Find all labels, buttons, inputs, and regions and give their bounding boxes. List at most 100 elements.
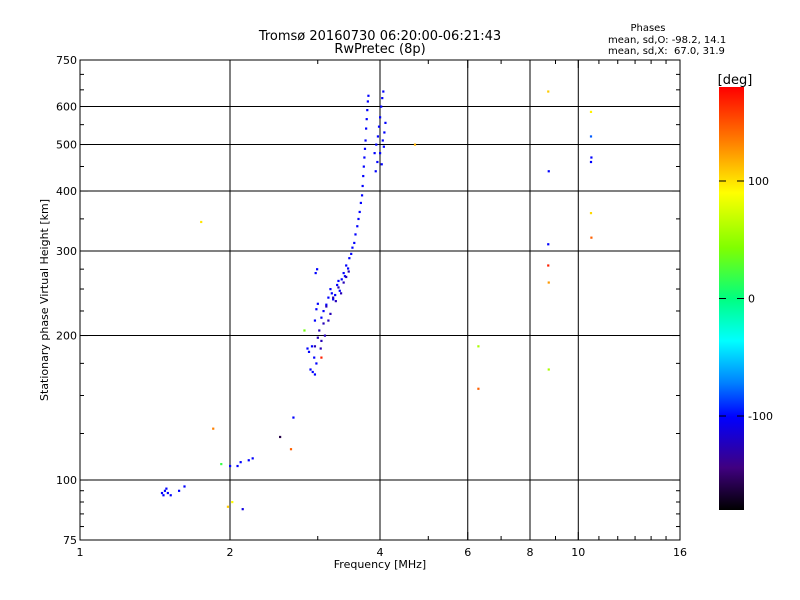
o-trace-point [329,288,332,291]
y-tick-label: 300 [56,245,77,258]
o-trace-point [316,268,319,271]
o-trace-point [247,459,250,462]
o-trace-point [380,163,383,166]
o-trace-point [381,97,384,100]
o-trace-point [366,100,369,103]
o-trace-point [163,489,167,492]
o-trace-point [547,170,550,173]
x-trace-point [327,319,330,322]
o-trace-point [376,160,379,164]
x-trace-point [313,345,317,348]
scattered-point [590,236,593,239]
o-trace-point [313,373,317,376]
o-trace-point [332,298,335,301]
scattered-point [547,90,550,93]
x-trace-point [323,334,327,337]
y-tick-label: 500 [56,139,77,152]
scattered-point [231,500,234,504]
o-trace-point [183,485,186,488]
x-trace-point [347,270,350,273]
o-trace-point [337,279,340,283]
colorbar-label: [deg] [718,73,753,88]
scattered-point [589,135,593,138]
y-tick-label: 200 [56,330,77,343]
y-tick-label: 100 [56,474,77,487]
scattered-point [226,505,230,508]
o-trace-point [367,94,370,97]
scattered-point [589,212,593,215]
o-trace-point [236,464,239,468]
scattered-point [547,281,550,284]
o-trace-point [589,160,593,164]
o-trace-point [379,116,382,119]
o-trace-point [351,246,354,249]
o-trace-point [307,350,311,353]
o-trace-point [292,416,295,419]
o-trace-point [350,252,353,256]
o-trace-point [375,143,378,146]
o-trace-point [320,316,323,319]
colorbar-tick-label: 100 [748,175,769,188]
o-trace-point [311,370,314,374]
o-trace-point [384,121,387,124]
y-tick-label: 750 [56,54,77,67]
o-trace-point [360,194,364,197]
o-trace-point [383,131,386,134]
o-trace-point [348,257,351,260]
o-trace-point [547,243,550,246]
o-trace-point [166,491,169,495]
chart-title: Tromsø 20160730 06:20:00-06:21:43 [258,29,501,44]
o-trace-point [354,233,357,236]
colorbar-tick-label: 0 [748,293,755,306]
x-trace-point [316,336,319,339]
scattered-point [477,387,480,390]
x-tick-label: 6 [464,546,471,559]
scattered-point [477,345,480,348]
o-trace-point [315,308,318,311]
o-trace-point [310,345,314,348]
x-tick-label: 10 [571,546,585,559]
scattered-point [589,110,593,113]
o-trace-point [229,464,232,468]
o-trace-point [313,319,317,322]
o-trace-point [309,368,312,371]
x-trace-point [319,347,322,350]
o-trace-point [365,127,368,130]
o-trace-point [364,139,367,142]
o-trace-point [316,302,319,305]
o-trace-point [342,271,345,275]
o-trace-point [374,170,377,173]
o-trace-point [160,491,164,495]
o-trace-point [306,347,309,350]
y-tick-label: 400 [56,185,77,198]
o-trace-point [363,147,367,150]
o-trace-point [357,217,360,221]
o-trace-point [358,210,361,214]
x-tick-label: 2 [227,546,234,559]
o-trace-point [359,201,362,205]
x-trace-point [329,312,332,315]
scattered-point [241,508,244,511]
grid-lines [80,60,680,540]
o-trace-point [177,489,181,492]
o-trace-point [315,362,318,365]
o-trace-point [365,118,368,121]
o-trace-point [169,494,172,497]
o-trace-point [381,139,384,142]
o-trace-point [322,309,325,313]
o-trace-point [346,267,350,270]
o-trace-point [239,461,242,464]
scattered-point [320,356,323,359]
x-trace-point [339,292,343,295]
x-trace-point [337,286,340,289]
x-trace-point [320,339,323,343]
scattered-point [289,448,293,451]
o-trace-point [314,271,317,275]
scattered-point [303,329,306,332]
o-trace-point [382,145,385,148]
scattered-point [547,368,550,371]
o-trace-point [379,152,382,155]
o-trace-point [362,165,365,168]
x-axis-label: Frequency [MHz] [334,558,426,571]
